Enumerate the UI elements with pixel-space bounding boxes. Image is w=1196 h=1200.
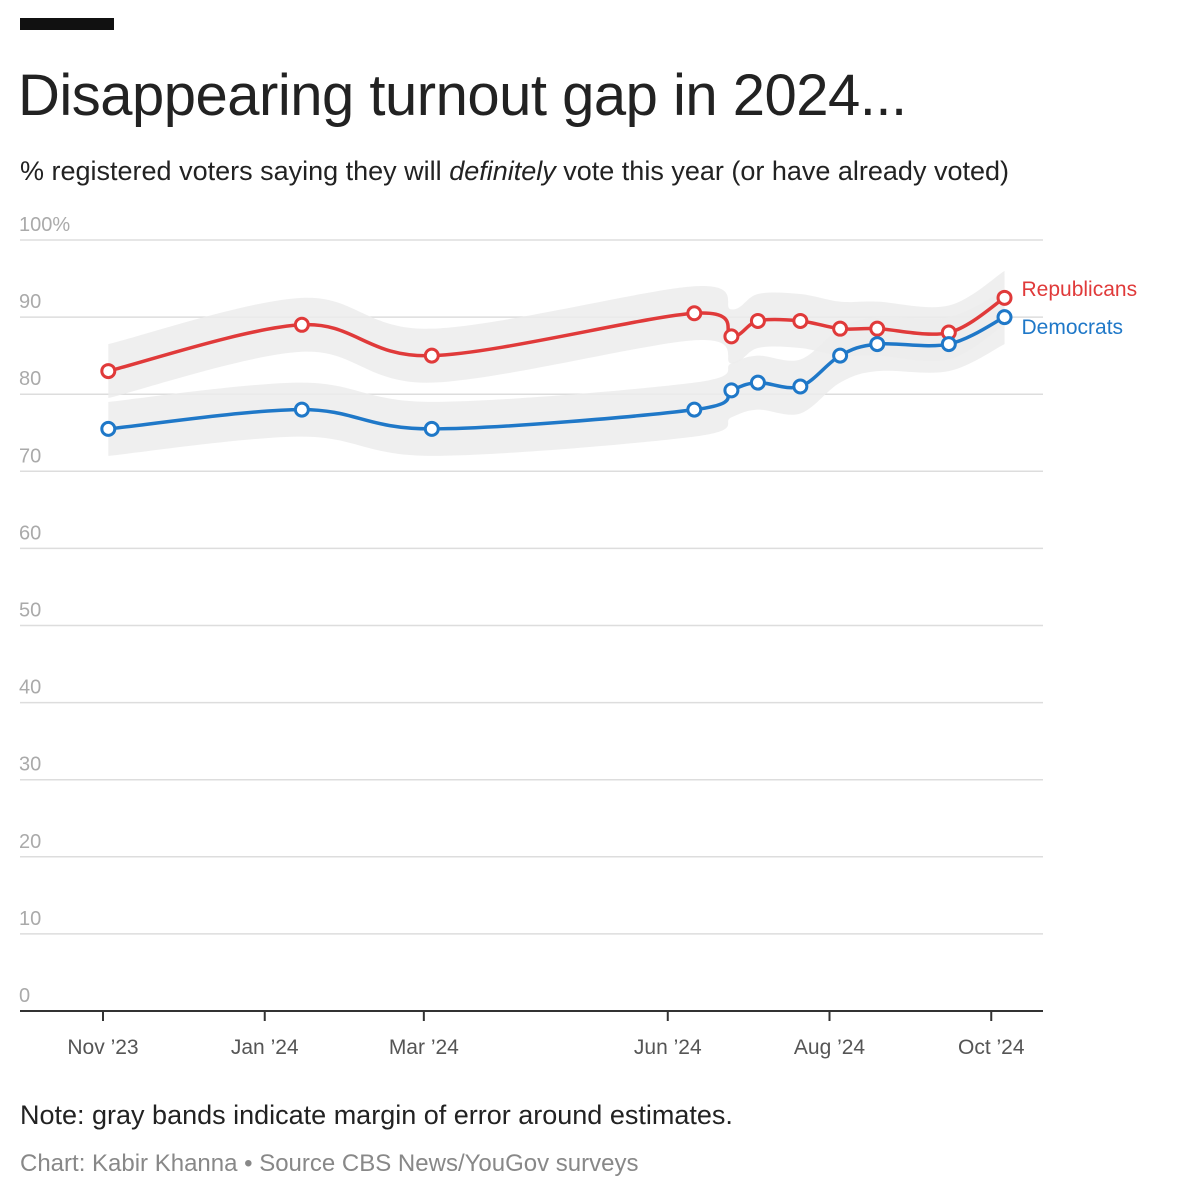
y-tick-label: 0: [19, 985, 30, 1007]
y-tick-label: 80: [19, 368, 41, 390]
y-tick-label: 90: [19, 291, 41, 313]
series-label-republicans: Republicans: [1022, 278, 1138, 301]
data-point-democrats: [423, 420, 440, 437]
data-point-republicans: [792, 312, 809, 329]
data-point-democrats: [723, 382, 740, 399]
y-tick-label: 20: [19, 831, 41, 853]
chart-title: Disappearing turnout gap in 2024...: [18, 63, 907, 128]
data-point-democrats: [792, 378, 809, 395]
y-tick-label: 50: [19, 600, 41, 622]
error-band-democrats: [108, 290, 1005, 456]
chart-subtitle: % registered voters saying they will def…: [20, 156, 1009, 187]
data-point-republicans: [723, 328, 740, 345]
data-point-republicans: [996, 289, 1013, 306]
data-point-democrats: [996, 309, 1013, 326]
error-band-republicans: [108, 270, 1005, 399]
x-tick-label: Jan ’24: [231, 1036, 299, 1059]
x-tick-label: Jun ’24: [634, 1036, 702, 1059]
x-tick-label: Oct ’24: [958, 1036, 1025, 1059]
data-point-republicans: [686, 305, 703, 322]
x-tick-label: Mar ’24: [389, 1036, 459, 1059]
data-point-republicans: [100, 363, 117, 380]
data-point-republicans: [423, 347, 440, 364]
subtitle-text-pre: % registered voters saying they will: [20, 156, 450, 186]
data-point-democrats: [832, 347, 849, 364]
data-point-republicans: [832, 320, 849, 337]
x-tick-label: Nov ’23: [67, 1036, 138, 1059]
data-point-democrats: [940, 336, 957, 353]
y-tick-label: 70: [19, 445, 41, 467]
chart-credit: Chart: Kabir Khanna • Source CBS News/Yo…: [20, 1150, 639, 1177]
y-tick-label: 30: [19, 754, 41, 776]
y-tick-label: 100%: [19, 214, 70, 236]
chart-note: Note: gray bands indicate margin of erro…: [20, 1100, 733, 1130]
data-point-republicans: [749, 312, 766, 329]
y-tick-label: 60: [19, 522, 41, 544]
series-label-democrats: Democrats: [1022, 316, 1124, 339]
data-point-democrats: [749, 374, 766, 391]
subtitle-emphasis: definitely: [449, 156, 556, 186]
data-point-republicans: [869, 320, 886, 337]
data-point-democrats: [686, 401, 703, 418]
header-accent-bar: [20, 18, 114, 30]
data-point-republicans: [293, 316, 310, 333]
y-tick-label: 40: [19, 677, 41, 699]
subtitle-text-post: vote this year (or have already voted): [555, 156, 1009, 186]
line-chart: 0 10 20 30 40 50 60 70 80 90 100% Nov ’23 Jan ’24 Mar…: [19, 214, 1138, 1059]
data-point-democrats: [869, 336, 886, 353]
data-point-democrats: [293, 401, 310, 418]
x-tick-label: Aug ’24: [794, 1036, 866, 1059]
data-point-democrats: [100, 420, 117, 437]
y-tick-label: 10: [19, 908, 41, 930]
